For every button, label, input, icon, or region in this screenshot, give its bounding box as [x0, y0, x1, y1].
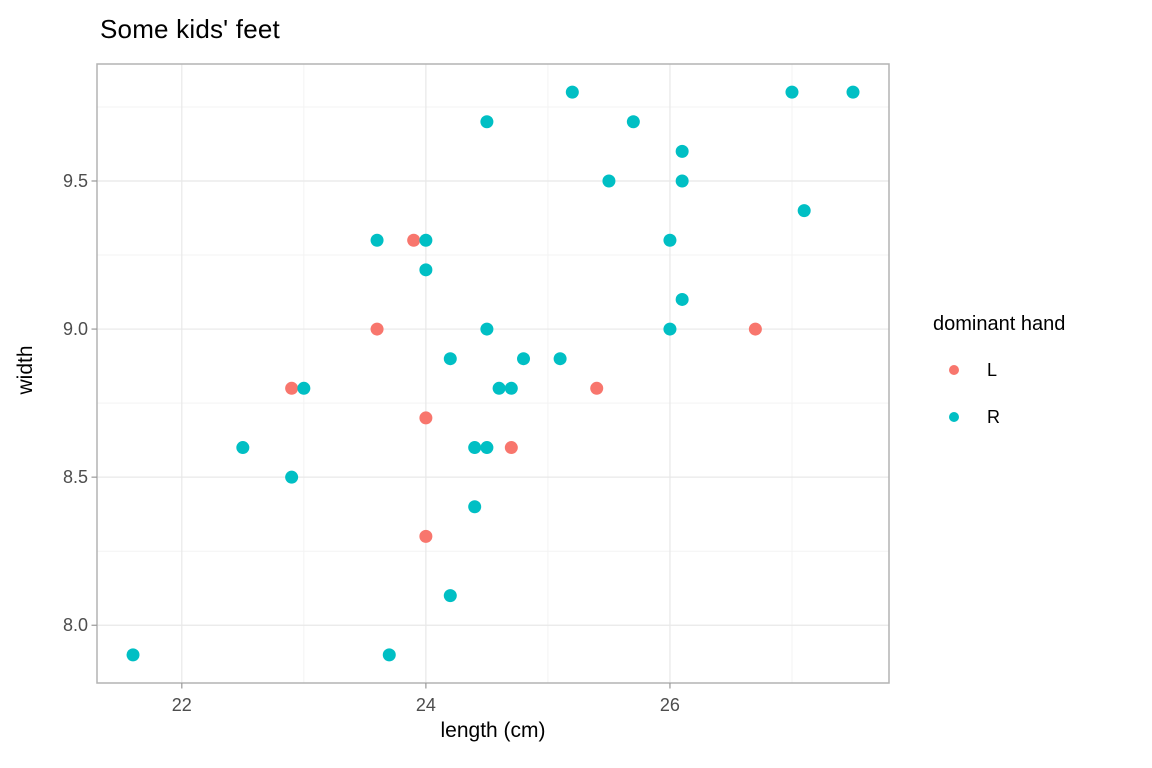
- data-point-L: [748, 322, 762, 336]
- data-point-R: [419, 233, 433, 247]
- data-point-R: [297, 381, 311, 395]
- data-point-R: [468, 500, 482, 514]
- data-point-R: [480, 115, 494, 129]
- data-point-R: [626, 115, 640, 129]
- legend-label-r: R: [987, 406, 1000, 427]
- data-point-L: [419, 411, 433, 425]
- legend-title: dominant hand: [933, 313, 1066, 335]
- y-tick-label: 9.5: [63, 171, 88, 191]
- data-point-L: [407, 233, 421, 247]
- data-point-R: [553, 352, 567, 366]
- data-point-R: [370, 233, 384, 247]
- y-tick-label: 9.0: [63, 319, 88, 339]
- data-point-R: [504, 381, 518, 395]
- data-point-R: [602, 174, 616, 188]
- data-point-R: [663, 322, 677, 336]
- y-tick-label: 8.0: [63, 615, 88, 635]
- legend-label-l: L: [987, 359, 998, 380]
- data-point-R: [565, 85, 579, 99]
- data-point-R: [663, 233, 677, 247]
- panel-border: [96, 63, 890, 684]
- x-tick-label: 22: [172, 695, 192, 715]
- data-point-R: [285, 470, 299, 484]
- legend-item-right-hand: R: [933, 407, 1065, 427]
- data-point-R: [126, 648, 140, 662]
- x-tick-label: 26: [660, 695, 680, 715]
- data-point-R: [675, 144, 689, 158]
- y-tick-label: 8.5: [63, 467, 88, 487]
- x-axis-title: length (cm): [440, 719, 546, 742]
- data-point-R: [480, 322, 494, 336]
- data-point-R: [443, 352, 457, 366]
- data-point-R: [480, 441, 494, 455]
- data-point-R: [382, 648, 396, 662]
- data-point-L: [370, 322, 384, 336]
- data-point-R: [517, 352, 531, 366]
- legend-item-left-hand: L: [933, 360, 1065, 380]
- x-tick-label: 24: [416, 695, 436, 715]
- chart-title: Some kids' feet: [100, 14, 280, 44]
- data-point-R: [675, 174, 689, 188]
- legend-key-dot-l-icon: [949, 365, 959, 375]
- data-point-R: [236, 441, 250, 455]
- data-point-R: [492, 381, 506, 395]
- data-point-L: [504, 441, 518, 455]
- data-point-L: [419, 529, 433, 543]
- data-point-R: [797, 204, 811, 218]
- legend: dominant hand L R: [933, 313, 1065, 454]
- y-axis-title: width: [14, 345, 37, 395]
- data-point-R: [443, 589, 457, 603]
- data-point-R: [785, 85, 799, 99]
- data-point-R: [846, 85, 860, 99]
- data-point-L: [285, 381, 299, 395]
- data-point-R: [419, 263, 433, 277]
- data-point-L: [590, 381, 604, 395]
- data-point-R: [468, 441, 482, 455]
- legend-key-dot-r-icon: [949, 412, 959, 422]
- data-point-R: [675, 292, 689, 306]
